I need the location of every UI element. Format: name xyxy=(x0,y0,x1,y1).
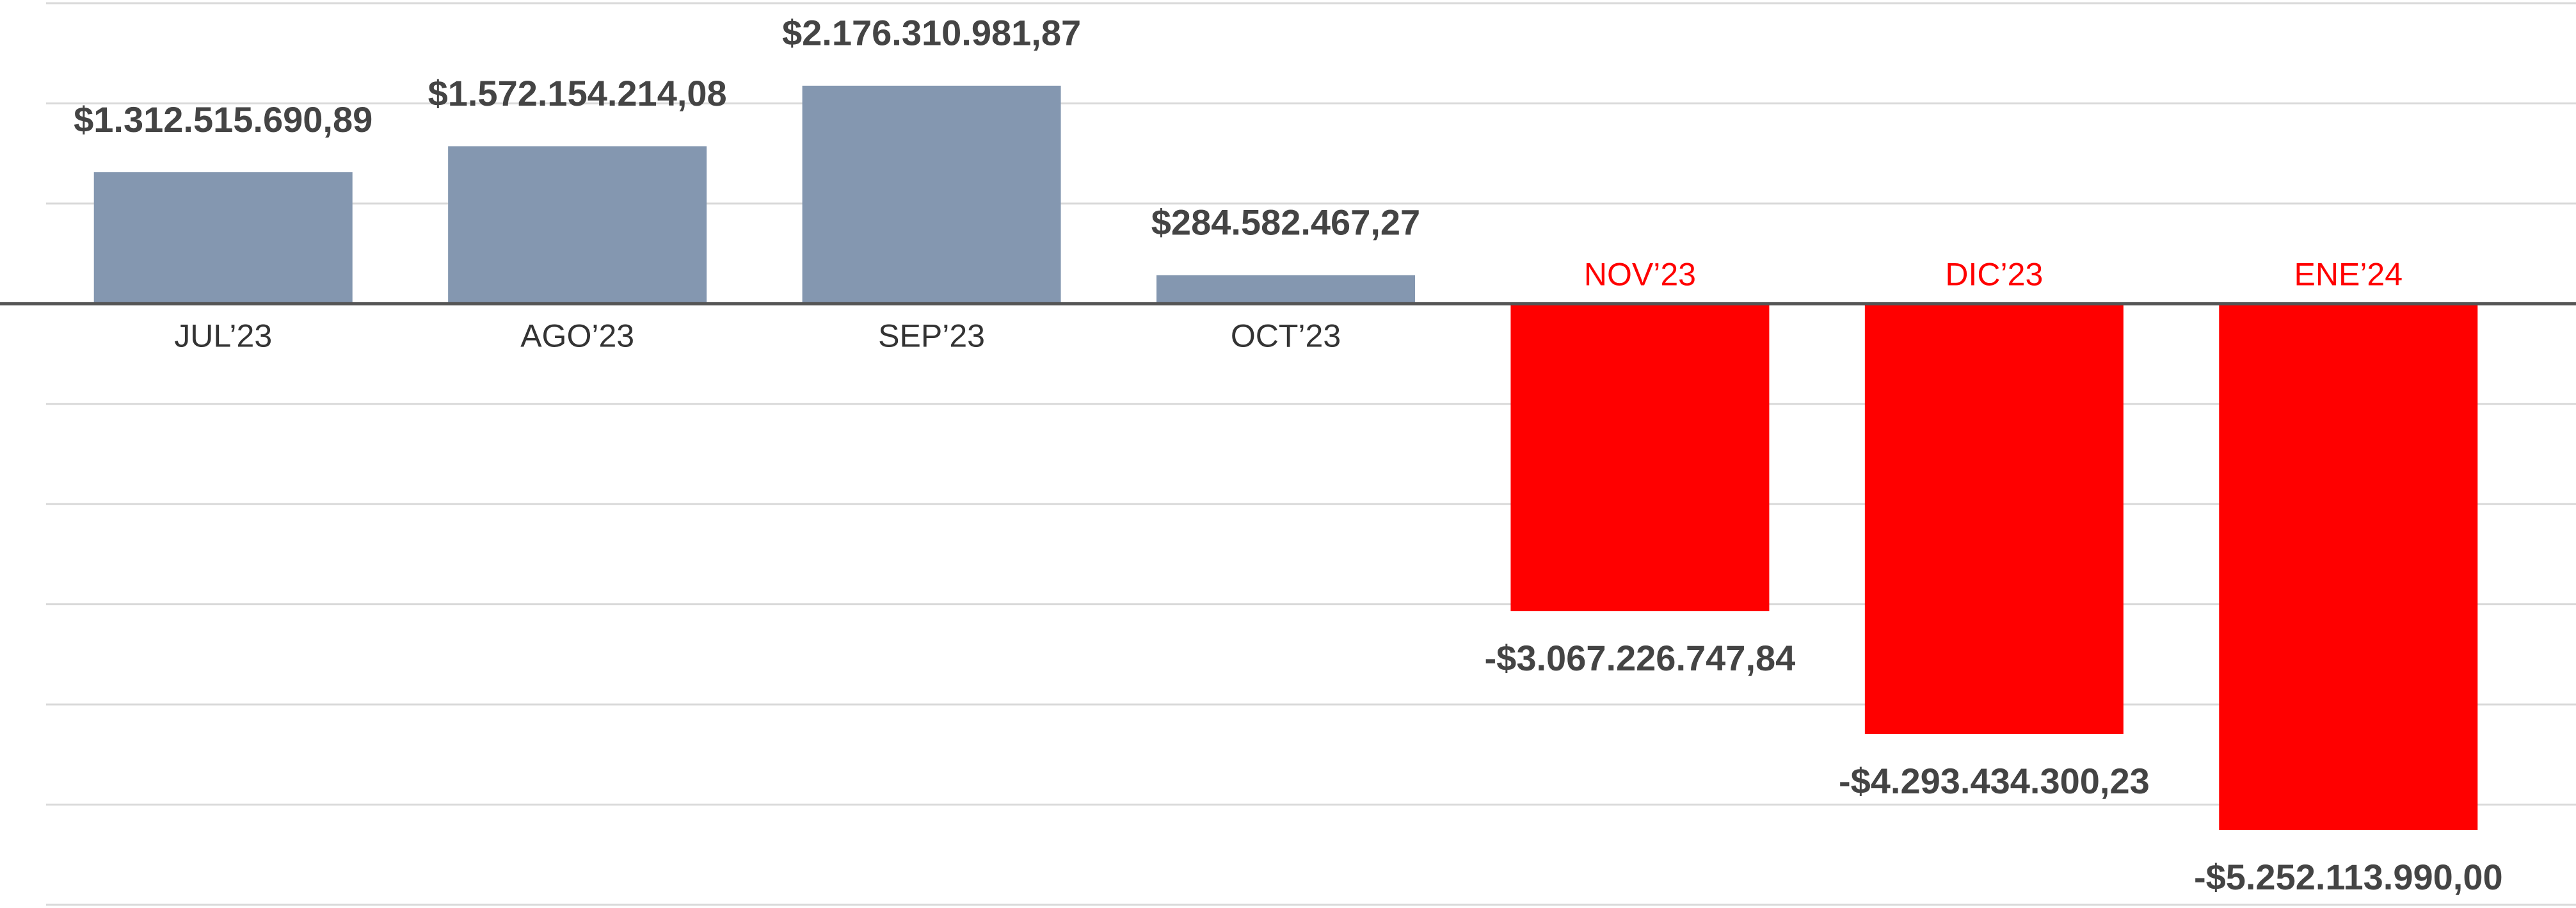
bar xyxy=(448,146,707,304)
value-label: $2.176.310.981,87 xyxy=(782,13,1081,53)
value-label: $1.312.515.690,89 xyxy=(74,99,372,140)
bar xyxy=(1864,304,2124,734)
x-tick-label: DIC’23 xyxy=(1945,257,2043,293)
bar xyxy=(2219,304,2478,830)
x-tick-label: AGO’23 xyxy=(520,318,634,354)
x-tick-label: NOV’23 xyxy=(1584,257,1696,293)
value-label: -$4.293.434.300,23 xyxy=(1839,761,2150,801)
x-tick-label: JUL’23 xyxy=(174,318,272,354)
bar xyxy=(802,85,1061,304)
x-tick-label: OCT’23 xyxy=(1231,318,1341,354)
bar xyxy=(1510,304,1770,612)
x-tick-label: SEP’23 xyxy=(878,318,985,354)
value-label: $1.572.154.214,08 xyxy=(428,73,727,113)
bar xyxy=(1156,275,1416,304)
value-label: -$3.067.226.747,84 xyxy=(1485,638,1796,678)
value-label: $284.582.467,27 xyxy=(1151,202,1420,243)
value-label: -$5.252.113.990,00 xyxy=(2194,857,2503,897)
bar xyxy=(93,172,353,304)
x-tick-label: ENE’24 xyxy=(2294,257,2403,293)
